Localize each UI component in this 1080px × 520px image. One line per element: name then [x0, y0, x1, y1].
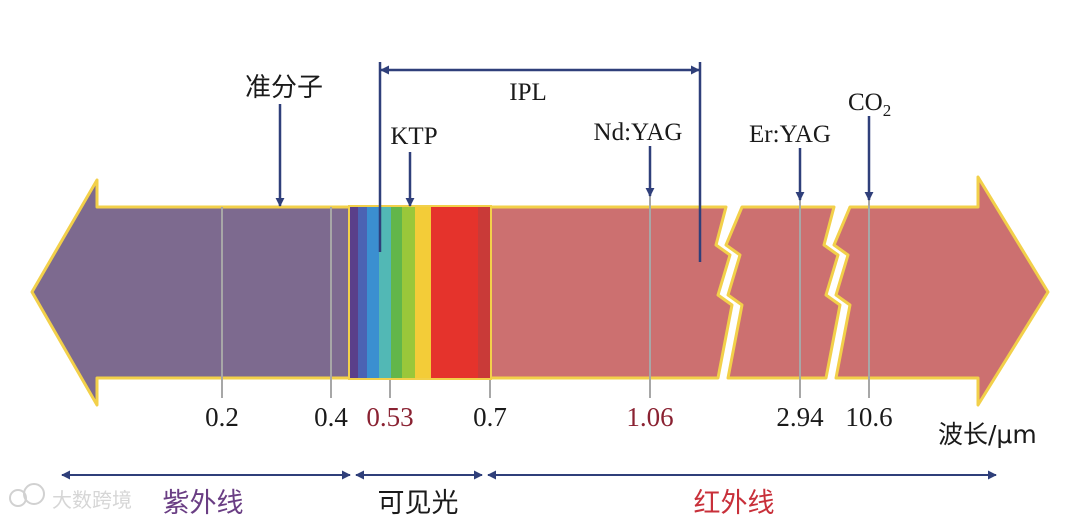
tick-label-0.2: 0.2 — [205, 402, 239, 432]
co2-label: CO2 — [848, 89, 891, 120]
band-deep-red — [478, 207, 490, 378]
tick-lines — [221, 190, 870, 398]
watermark-logo-icon — [9, 483, 45, 507]
tick-label-0.7: 0.7 — [473, 402, 507, 432]
axis-label: 波长/μm — [938, 420, 1037, 449]
band-violet — [350, 207, 358, 378]
band-blue — [367, 207, 379, 378]
band-indigo — [358, 207, 367, 378]
eryag-label: Er:YAG — [749, 121, 831, 148]
watermark-text: 大数跨境 — [52, 488, 132, 512]
visible-spectrum — [348, 205, 492, 380]
ktp-label: KTP — [390, 123, 437, 150]
co2-label-subscript: 2 — [883, 101, 892, 120]
ir-band-segment-3 — [832, 175, 1050, 407]
band-red — [431, 207, 478, 378]
band-yellowgreen — [402, 207, 415, 378]
tick-label-1.06: 1.06 — [626, 402, 673, 432]
watermark: 大数跨境 — [9, 483, 132, 512]
tick-label-2.94: 2.94 — [776, 402, 824, 432]
uv-region-label: 紫外线 — [163, 488, 244, 519]
visible-region-label: 可见光 — [378, 488, 459, 519]
tick-label-10.6: 10.6 — [845, 402, 892, 432]
band-green — [391, 207, 402, 378]
excimer-label: 准分子 — [245, 73, 323, 103]
ndyag-label: Nd:YAG — [594, 119, 683, 146]
ir-band-segment-1 — [488, 205, 734, 380]
uv-band — [30, 178, 354, 407]
ir-band-segment-2 — [724, 205, 842, 380]
band-yellow — [415, 207, 431, 378]
tick-label-0.53: 0.53 — [366, 402, 413, 432]
laser-arrows — [275, 104, 874, 207]
band-cyan — [379, 207, 391, 378]
ir-region-label: 红外线 — [694, 488, 775, 519]
tick-label-0.4: 0.4 — [314, 402, 348, 432]
ipl-bracket — [378, 62, 702, 262]
ipl-label: IPL — [509, 79, 547, 106]
co2-label-main: CO — [848, 89, 883, 116]
